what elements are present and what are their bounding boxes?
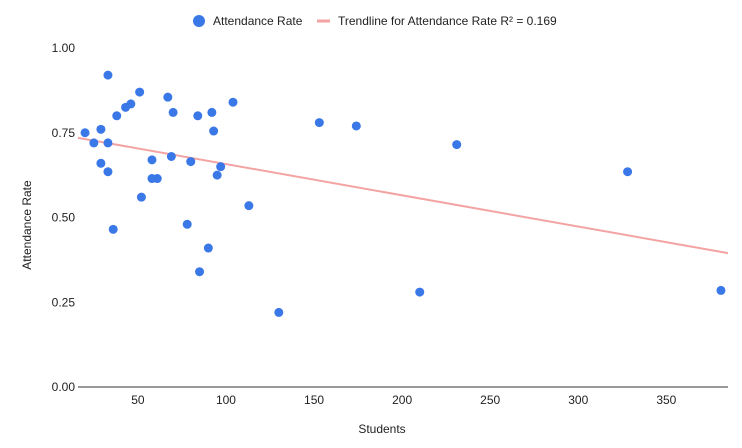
legend: Attendance Rate Trendline for Attendance… (193, 14, 557, 28)
data-point (351, 121, 361, 131)
y-tick-label: 0.75 (52, 126, 76, 140)
data-point (96, 124, 106, 134)
x-tick-label: 250 (480, 393, 500, 407)
y-tick-label: 1.00 (52, 41, 76, 55)
data-point (209, 126, 219, 136)
data-point (716, 285, 726, 295)
legend-label-attendance-rate: Attendance Rate (213, 14, 303, 28)
data-point (207, 107, 217, 117)
data-points (80, 70, 726, 317)
y-tick-label: 0.50 (52, 211, 76, 225)
y-tick-labels: 0.00 0.25 0.50 0.75 1.00 (52, 41, 76, 394)
data-point (168, 107, 178, 117)
data-point (195, 267, 205, 277)
y-tick-label: 0.00 (52, 380, 76, 394)
data-point (166, 151, 176, 161)
x-tick-label: 350 (656, 393, 676, 407)
x-tick-labels: 50 100 150 200 250 300 350 (131, 393, 676, 407)
x-tick-label: 200 (392, 393, 412, 407)
data-point (274, 307, 284, 317)
data-point (152, 174, 162, 184)
data-point (203, 243, 213, 253)
x-tick-label: 300 (568, 393, 588, 407)
x-tick-label: 50 (131, 393, 145, 407)
data-point (216, 162, 226, 172)
data-point (623, 167, 633, 177)
data-point (103, 70, 113, 80)
data-point (186, 157, 196, 167)
data-point (314, 118, 324, 128)
y-axis-title: Attendance Rate (20, 180, 34, 270)
data-point (80, 128, 90, 138)
data-point (112, 111, 122, 121)
data-point (193, 111, 203, 121)
data-point (89, 138, 99, 148)
y-tick-label: 0.25 (52, 295, 76, 309)
data-point (135, 87, 145, 97)
data-point (108, 224, 118, 234)
x-tick-label: 150 (304, 393, 324, 407)
data-point (228, 97, 238, 107)
data-point (244, 201, 254, 211)
data-point (212, 170, 222, 180)
data-point (136, 192, 146, 202)
data-point (147, 155, 157, 165)
legend-marker-attendance-rate (193, 15, 205, 27)
data-point (96, 158, 106, 168)
x-tick-label: 100 (216, 393, 236, 407)
data-point (182, 219, 192, 229)
data-point (126, 99, 136, 109)
legend-label-trendline: Trendline for Attendance Rate R² = 0.169 (338, 14, 557, 28)
data-point (415, 287, 425, 297)
data-point (103, 138, 113, 148)
data-point (103, 167, 113, 177)
data-point (163, 92, 173, 102)
x-axis-title: Students (358, 422, 405, 436)
data-point (452, 140, 462, 150)
trendline (77, 136, 729, 255)
